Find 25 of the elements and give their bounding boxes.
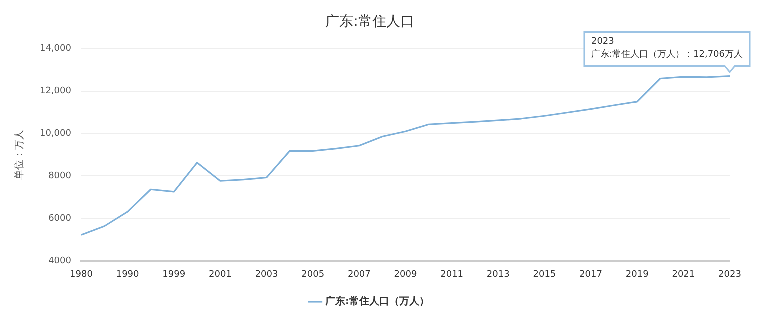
x-tick-label: 2009 — [394, 270, 418, 280]
legend-label: 广东:常住人口（万人） — [324, 296, 430, 308]
chart-title: 广东:常住人口 — [326, 14, 414, 30]
y-tick-label: 4000 — [48, 256, 72, 267]
y-tick-label: 6000 — [48, 214, 72, 224]
y-tick-label: 12,000 — [40, 86, 72, 97]
y-tick-label: 8000 — [48, 172, 72, 182]
x-tick-label: 2005 — [302, 270, 325, 280]
x-tick-label: 2013 — [486, 270, 510, 280]
x-tick-label: 2017 — [580, 270, 602, 280]
y-axis-title: 单位：万人 — [14, 130, 26, 180]
x-tick-label: 1990 — [116, 270, 140, 280]
y-tick-label: 14,000 — [40, 44, 72, 54]
x-tick-label: 2023 — [718, 270, 742, 280]
x-tick-label: 1999 — [162, 270, 186, 280]
x-tick-label: 2015 — [533, 270, 556, 280]
annotation: 2023 广东:常住人口（万人）：12,706万人 — [591, 37, 744, 60]
x-tick-label: 2011 — [440, 270, 464, 280]
x-tick-label: 2019 — [626, 270, 650, 280]
x-tick-label: 2001 — [209, 270, 232, 280]
x-tick-label: 1980 — [70, 270, 94, 280]
x-tick-label: 2007 — [348, 270, 371, 280]
y-tick-label: 10,000 — [40, 129, 72, 140]
x-tick-label: 2003 — [255, 270, 278, 280]
x-tick-label: 2021 — [672, 270, 696, 280]
